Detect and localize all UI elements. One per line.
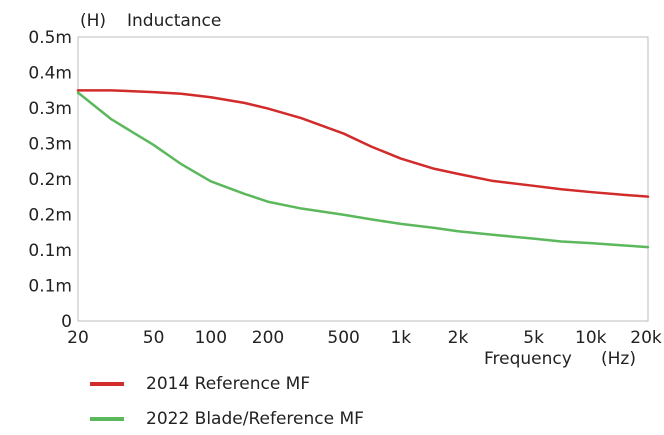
x-axis-unit: (Hz) xyxy=(601,349,636,369)
x-tick-label: 5k xyxy=(523,328,544,348)
series-line-2022 xyxy=(76,91,650,249)
x-tick-label: 2k xyxy=(448,328,469,348)
legend-entry-2014: 2014 Reference MF xyxy=(90,369,610,399)
x-tick-label: 20k xyxy=(630,328,662,348)
y-tick-label: 0.1m xyxy=(28,277,72,297)
legend-label-2014: 2014 Reference MF xyxy=(146,374,311,394)
y-tick-label: 0.3m xyxy=(28,99,72,119)
y-tick-label: 0.2m xyxy=(28,206,72,226)
chart-title: Inductance xyxy=(127,11,221,31)
y-tick-label: 0.1m xyxy=(28,241,72,261)
legend-swatch-2022 xyxy=(90,417,124,421)
plot-frame xyxy=(77,36,649,322)
x-tick-label: 20 xyxy=(67,328,89,348)
x-tick-labels: 20 50 100 200 500 1k 2k 5k 10k 20k xyxy=(67,328,662,348)
y-tick-label: 0.3m xyxy=(28,135,72,155)
y-tick-labels: 0 0.1m 0.1m 0.2m 0.2m 0.3m 0.3m 0.4m 0.5m xyxy=(28,28,72,332)
y-unit-label: (H) xyxy=(80,11,106,31)
series-lines xyxy=(76,89,650,249)
x-tick-label: 10k xyxy=(575,328,607,348)
x-tick-label: 1k xyxy=(390,328,411,348)
y-tick-label: 0 xyxy=(61,312,72,332)
legend-swatch-2014 xyxy=(90,382,124,386)
x-axis-label: Frequency xyxy=(484,349,572,369)
x-tick-label: 50 xyxy=(143,328,165,348)
y-tick-label: 0.5m xyxy=(28,28,72,48)
y-tick-label: 0.4m xyxy=(28,64,72,84)
series-line-2014 xyxy=(76,89,650,198)
x-tick-label: 500 xyxy=(327,328,359,348)
legend-entry-2022: 2022 Blade/Reference MF xyxy=(90,404,610,434)
y-tick-label: 0.2m xyxy=(28,170,72,190)
x-tick-label: 100 xyxy=(195,328,227,348)
x-tick-label: 200 xyxy=(252,328,284,348)
legend-label-2022: 2022 Blade/Reference MF xyxy=(146,409,364,429)
